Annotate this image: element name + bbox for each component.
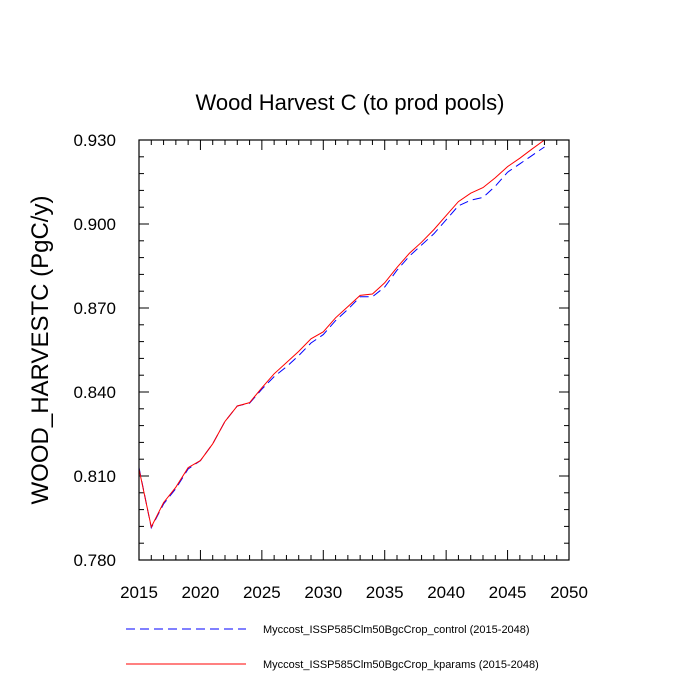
- x-tick-label: 2045: [489, 583, 527, 602]
- chart-title: Wood Harvest C (to prod pools): [196, 90, 505, 115]
- y-tick-label: 0.840: [73, 383, 116, 402]
- tick-marks: [138, 139, 570, 561]
- y-tick-label: 0.810: [73, 467, 116, 486]
- x-tick-label: 2015: [120, 583, 158, 602]
- x-tick-label: 2050: [550, 583, 588, 602]
- legend-label-control: Myccost_ISSP585Clm50BgcCrop_control (201…: [263, 624, 530, 636]
- series-lines: [138, 139, 545, 530]
- tick-labels: 2015 2020 2025 2030 2035 2040 2045 2050 0.780 0.8…: [73, 131, 587, 602]
- y-tick-label: 0.870: [73, 299, 116, 318]
- y-tick-label: 0.930: [73, 131, 116, 150]
- x-tick-label: 2040: [427, 583, 465, 602]
- legend: Myccost_ISSP585Clm50BgcCrop_control (201…: [126, 624, 539, 671]
- series-line-kparams: [138, 139, 545, 529]
- y-tick-label: 0.780: [73, 551, 116, 570]
- y-axis-label: WOOD_HARVESTC (PgC/y): [27, 196, 54, 505]
- y-tick-label: 0.900: [73, 215, 116, 234]
- plot-frame: [138, 139, 570, 561]
- legend-label-kparams: Myccost_ISSP585Clm50BgcCrop_kparams (201…: [263, 659, 539, 671]
- x-tick-label: 2035: [366, 583, 404, 602]
- x-tick-label: 2030: [304, 583, 342, 602]
- x-tick-label: 2020: [182, 583, 220, 602]
- x-tick-label: 2025: [243, 583, 281, 602]
- series-line-control: [138, 146, 545, 530]
